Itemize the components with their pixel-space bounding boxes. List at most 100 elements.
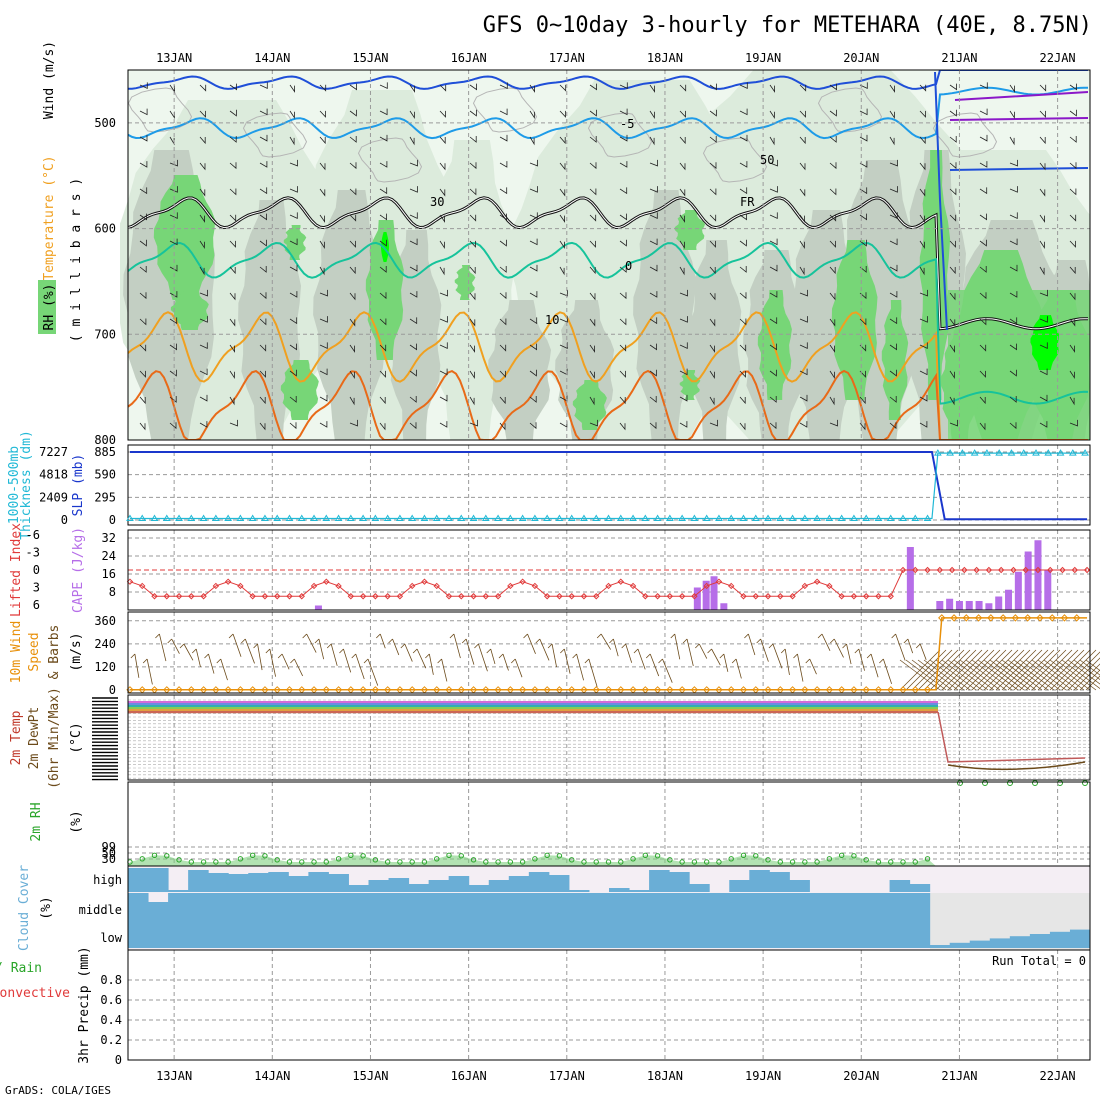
precip-tick-label: 0.4 — [100, 1013, 122, 1027]
lifted-index-marker — [605, 582, 612, 590]
dewpoint-marker — [957, 780, 963, 786]
date-label: 21JAN — [941, 1069, 977, 1083]
lifted-index-marker — [139, 582, 146, 590]
rh-2m-marker — [176, 857, 182, 863]
wind-speed-marker — [702, 686, 711, 694]
wind-barb — [609, 638, 619, 657]
lifted-index-marker — [887, 593, 894, 600]
wind-barb — [739, 108, 748, 116]
date-label: 14JAN — [254, 1069, 290, 1083]
lifted-index-marker — [912, 566, 919, 574]
wind-barb — [499, 108, 508, 116]
wind-barb — [949, 162, 957, 170]
wind-barb — [1031, 649, 1073, 691]
wind-barb — [799, 421, 808, 428]
rh-ylabel: RH (%) — [42, 284, 57, 331]
lifted-index-marker — [249, 593, 256, 600]
wind-barb — [139, 370, 146, 378]
cloud-mid-bar — [909, 893, 931, 948]
wind-barb — [499, 396, 506, 405]
wind-barb — [1069, 318, 1076, 327]
wind-speed-marker — [567, 686, 576, 694]
cloud-mid-bar — [669, 893, 690, 948]
lifted-index-marker — [151, 593, 158, 600]
wind-barb — [919, 266, 925, 276]
wind-barb — [229, 109, 237, 117]
wind-barb — [388, 638, 400, 656]
wind-barb — [289, 110, 295, 120]
rh-90-area — [572, 380, 607, 430]
rh-2m-marker — [335, 856, 342, 862]
wind-barb — [229, 162, 237, 170]
wind-barb — [229, 292, 236, 301]
wind-speed-marker — [813, 686, 821, 694]
wind-barb — [169, 422, 177, 430]
wind-barb — [1043, 649, 1085, 691]
wind-barb — [379, 292, 387, 300]
wind-barb — [854, 648, 865, 671]
wind-barb — [1069, 136, 1077, 143]
cloud-high-bar — [148, 868, 169, 892]
wind-barb — [679, 342, 688, 350]
wind-barb — [859, 82, 868, 90]
wind-barb — [289, 343, 297, 351]
wind-barb — [349, 419, 358, 427]
lifted-index-marker — [421, 578, 428, 585]
wind-barb — [1007, 659, 1049, 691]
lifted-index-marker — [813, 578, 821, 585]
wind-barb — [229, 419, 238, 427]
rh-2m-marker — [924, 856, 931, 862]
thickness-marker — [911, 514, 920, 521]
wind-barb — [1025, 659, 1067, 691]
wind-barb — [319, 342, 328, 350]
thickness-marker — [543, 514, 552, 521]
wind-barb — [979, 370, 986, 378]
wind-barb — [756, 638, 769, 662]
wind-barb — [769, 396, 777, 403]
wind-barb — [319, 289, 328, 297]
cloud-mid-bar — [849, 893, 871, 948]
lifted-index-marker — [298, 593, 305, 600]
wind-barb — [199, 394, 208, 402]
wind-barb — [1069, 292, 1076, 301]
wind-speed-marker — [690, 686, 699, 694]
rh-2m-marker — [409, 859, 415, 865]
wind-barb — [439, 421, 448, 428]
wind-barb — [469, 240, 476, 248]
wind-barb — [953, 649, 995, 691]
thickness-line — [129, 452, 1088, 520]
wind-barb — [859, 108, 868, 116]
wind-barb — [919, 162, 926, 171]
wind-barb — [349, 344, 355, 353]
wind-barb — [619, 266, 627, 273]
cloud-low-bar — [1029, 934, 1051, 948]
lifted-index-marker — [568, 593, 575, 600]
wind-barb — [498, 653, 509, 671]
wind-barb — [409, 343, 417, 351]
wind-barb — [425, 653, 434, 675]
contour-label: 0 — [625, 259, 632, 273]
wind-barb — [379, 187, 388, 195]
cloud-high-bar — [729, 880, 750, 892]
thickness-marker — [126, 514, 134, 521]
wind-barb — [799, 289, 808, 297]
wind-barb — [259, 161, 268, 168]
pressure-tick-label: 700 — [94, 327, 116, 341]
wind-barb — [1055, 649, 1097, 691]
cape-bar — [995, 596, 1003, 610]
wind-barb — [302, 633, 317, 653]
date-label: 19JAN — [745, 1069, 781, 1083]
thickness-marker — [518, 514, 527, 521]
rh-90-area — [831, 240, 878, 400]
cloud-mid-bar — [388, 893, 410, 948]
thickness-marker — [408, 514, 417, 521]
wind-barb — [649, 110, 655, 120]
wind-barb — [935, 649, 977, 691]
cloud-ylabel: Cloud Cover — [17, 865, 32, 951]
wind-barb — [769, 422, 777, 430]
wind-barb — [989, 659, 1031, 691]
wind-barb — [889, 422, 897, 430]
rh-2m-marker — [384, 859, 391, 865]
